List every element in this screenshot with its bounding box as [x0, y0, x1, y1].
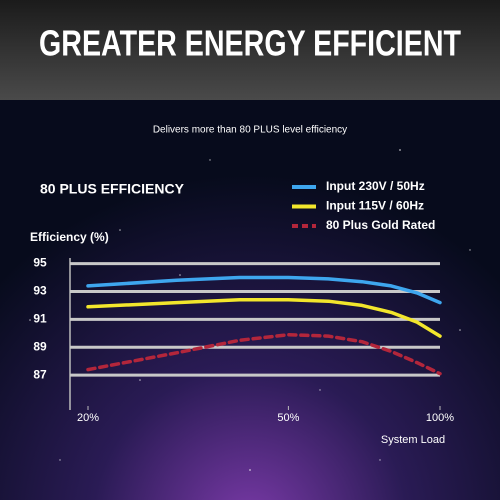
legend-label: Input 115V / 60Hz [326, 199, 424, 213]
series-line [86, 275, 442, 305]
subtitle: Delivers more than 80 PLUS level efficie… [153, 125, 347, 136]
legend-label: 80 Plus Gold Rated [326, 218, 435, 232]
legend-label: Input 230V / 50Hz [326, 179, 425, 193]
y-tick-label: 95 [33, 256, 47, 270]
y-tick-label: 89 [33, 339, 47, 353]
y-tick-label: 87 [33, 367, 47, 381]
chart-title: 80 PLUS EFFICIENCY [40, 181, 185, 197]
series-line [86, 332, 442, 376]
y-tick-label: 93 [33, 284, 47, 298]
x-tick-label: 100% [426, 412, 454, 424]
banner [0, 0, 500, 100]
x-axis-label: System Load [381, 434, 445, 446]
y-axis-label: Efficiency (%) [30, 230, 109, 244]
x-tick-label: 20% [77, 412, 99, 424]
x-tick-label: 50% [277, 412, 299, 424]
y-tick-label: 91 [33, 312, 47, 326]
series-line [86, 298, 442, 338]
stars [29, 149, 471, 471]
page-title: GREATER ENERGY EFFICIENT [39, 23, 461, 64]
